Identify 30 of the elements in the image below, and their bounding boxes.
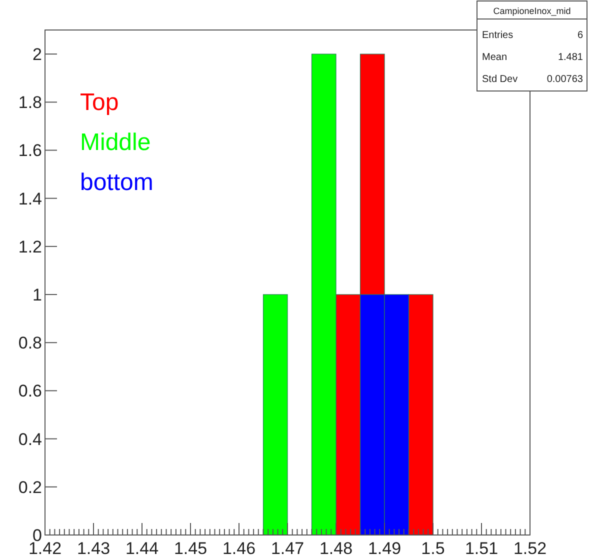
y-tick-label: 1.4 xyxy=(18,189,42,208)
x-tick-label: 1.46 xyxy=(222,539,256,557)
text: 0.00763 xyxy=(546,74,584,85)
text: CampioneInox_mid xyxy=(493,6,571,16)
x-tick-label: 1.45 xyxy=(174,539,208,557)
annotation: Mean xyxy=(482,52,508,63)
y-tick-label: 1.2 xyxy=(18,237,42,256)
text: Middle xyxy=(80,129,151,156)
text: Top xyxy=(80,89,119,116)
x-tick-label: 1.43 xyxy=(76,539,110,557)
text: 6 xyxy=(577,30,584,41)
annotation: Entries xyxy=(482,30,514,41)
annotation: Std Dev xyxy=(482,74,518,85)
x-tick-label: 1.52 xyxy=(513,539,547,557)
y-tick-label: 0.6 xyxy=(18,382,42,401)
y-tick-label: 1 xyxy=(32,285,42,304)
x-tick-label: 1.47 xyxy=(270,539,304,557)
y-tick-label: 2 xyxy=(32,45,42,64)
y-tick-label: 0.2 xyxy=(18,478,42,497)
y-tick-label: 0.4 xyxy=(18,430,42,449)
text: bottom xyxy=(80,169,154,196)
y-tick-label: 0.8 xyxy=(18,334,42,353)
text: 1.481 xyxy=(558,52,584,63)
x-tick-label: 1.44 xyxy=(125,539,159,557)
y-tick-label: 1.8 xyxy=(18,93,42,112)
y-tick-label: 1.6 xyxy=(18,141,42,160)
x-tick-label: 1.5 xyxy=(421,539,445,557)
x-tick-label: 1.48 xyxy=(319,539,353,557)
x-tick-label: 1.49 xyxy=(368,539,402,557)
x-tick-label: 1.51 xyxy=(464,539,498,557)
